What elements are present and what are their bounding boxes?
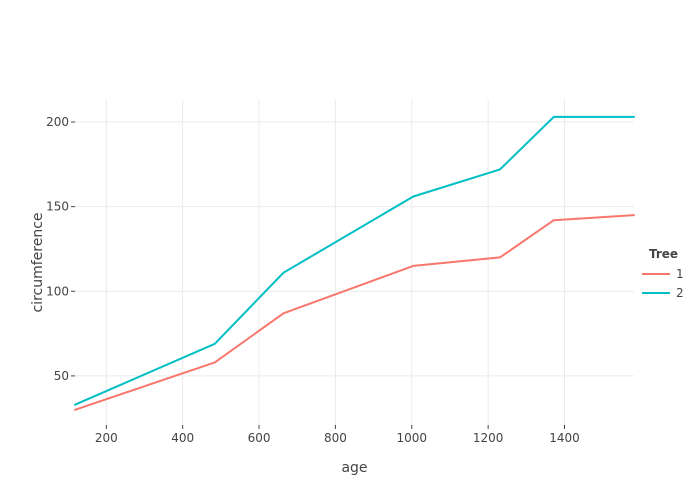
y-tick-label: 200: [46, 115, 69, 129]
x-tick-label: 600: [248, 431, 271, 445]
y-tick-label: 50: [54, 369, 69, 383]
y-axis-ticks: 50 100 150 200: [46, 115, 75, 383]
x-tick-label: 800: [324, 431, 347, 445]
y-tick-label: 150: [46, 200, 69, 214]
x-tick-label: 200: [95, 431, 118, 445]
legend-title: Tree: [649, 247, 678, 261]
legend-label-1: 1: [676, 267, 684, 281]
legend-items: 12: [642, 267, 684, 300]
y-axis-title: circumference: [30, 212, 46, 312]
x-axis-ticks: 200 400 600 800 1000 1200 1400: [95, 425, 580, 445]
series-line-1: [74, 214, 635, 411]
series-line-2: [74, 115, 635, 406]
x-tick-label: 400: [171, 431, 194, 445]
grid: [75, 100, 634, 425]
legend: Tree 12: [642, 247, 684, 300]
x-tick-label: 1200: [473, 431, 504, 445]
y-tick-label: 100: [46, 284, 69, 298]
x-tick-label: 1000: [397, 431, 428, 445]
legend-label-2: 2: [676, 286, 684, 300]
series-lines: [74, 115, 635, 411]
x-tick-label: 1400: [549, 431, 580, 445]
x-axis-title: age: [341, 460, 367, 476]
